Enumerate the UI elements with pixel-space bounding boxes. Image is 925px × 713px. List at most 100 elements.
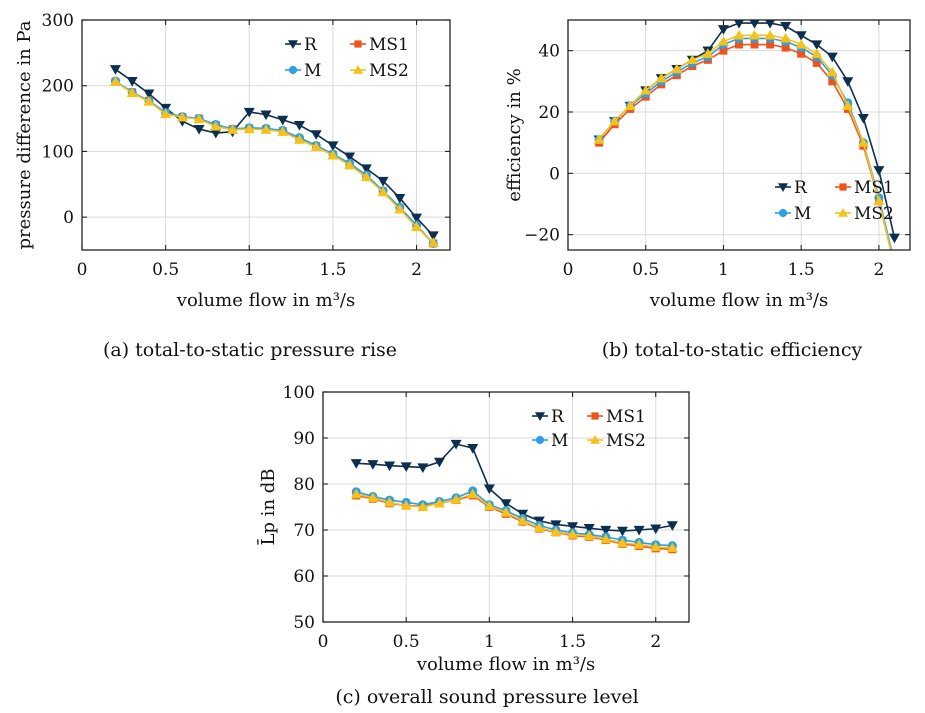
data-point-MS2 xyxy=(377,186,389,197)
data-point-R xyxy=(293,121,305,131)
data-point-MS2 xyxy=(277,126,289,136)
y-tick-label: 20 xyxy=(538,103,560,123)
plot-area xyxy=(350,439,678,554)
data-point-R xyxy=(310,130,322,140)
series-line-R xyxy=(114,68,434,237)
legend-marker-MS2 xyxy=(353,65,363,74)
data-point-MS2 xyxy=(624,100,636,110)
data-point-MS2 xyxy=(467,488,479,499)
x-tick-label: 0.5 xyxy=(393,632,420,652)
series-line-M xyxy=(598,37,893,250)
data-point-MS1 xyxy=(828,77,837,86)
x-tick-label: 1 xyxy=(484,632,495,652)
data-point-R xyxy=(550,520,562,530)
data-point-R xyxy=(483,484,495,495)
legend-marker-M xyxy=(288,65,298,75)
data-point-MS1 xyxy=(735,40,743,49)
plot-area xyxy=(109,65,439,248)
y-tick-label: 50 xyxy=(293,613,315,633)
data-point-MS1 xyxy=(719,46,728,55)
data-point-MS1 xyxy=(797,49,806,58)
data-point-R xyxy=(143,89,155,100)
legend-marker-M xyxy=(778,208,788,218)
y-axis-label: L̄p in dB xyxy=(256,468,279,545)
data-point-MS2 xyxy=(344,159,356,170)
y-tick-label: 0 xyxy=(63,208,74,228)
x-tick-label: 0 xyxy=(318,632,329,652)
data-point-R xyxy=(193,124,205,135)
data-point-R xyxy=(243,107,255,118)
data-point-MS2 xyxy=(411,221,423,232)
data-point-MS2 xyxy=(367,492,379,502)
data-point-R xyxy=(765,20,775,29)
x-tick-label: 1.5 xyxy=(559,632,586,652)
data-point-MS2 xyxy=(176,111,188,122)
data-point-MS1 xyxy=(781,43,790,52)
data-point-MS2 xyxy=(873,195,885,206)
x-tick-label: 1 xyxy=(718,260,729,280)
data-point-R xyxy=(377,176,389,187)
data-point-R xyxy=(666,521,678,531)
data-point-R xyxy=(384,461,396,472)
data-point-R xyxy=(411,213,423,224)
data-point-R xyxy=(327,141,339,152)
panel-caption: (a) total-to-static pressure rise xyxy=(103,339,397,361)
legend: R MS1 M MS2 xyxy=(775,178,894,224)
data-point-MS2 xyxy=(567,529,579,539)
y-axis-label: efficiency in % xyxy=(504,68,525,201)
data-point-MS1 xyxy=(750,40,759,49)
data-point-R xyxy=(260,110,272,121)
data-point-MS2 xyxy=(811,48,823,58)
data-point-R xyxy=(795,31,807,41)
data-point-R xyxy=(583,524,595,534)
data-point-MS2 xyxy=(417,501,429,512)
data-point-R xyxy=(633,525,645,536)
legend-marker-MS2 xyxy=(838,208,848,217)
x-axis-label: volume flow in m³/s xyxy=(416,654,595,675)
plot-area xyxy=(593,20,900,250)
legend-marker-R xyxy=(535,412,545,421)
data-point-R xyxy=(394,193,406,204)
x-tick-label: 0.5 xyxy=(152,260,179,280)
legend-label-MS2: MS2 xyxy=(606,431,646,451)
data-point-MS2 xyxy=(327,149,339,160)
data-point-R xyxy=(126,76,138,87)
data-point-MS2 xyxy=(609,115,621,126)
data-point-R xyxy=(734,20,744,29)
plot-frame xyxy=(81,19,451,251)
legend-marker-M xyxy=(535,435,545,445)
y-tick-label: 100 xyxy=(42,142,74,162)
data-point-MS2 xyxy=(109,76,121,86)
y-axis-label: pressure difference in Pa xyxy=(14,20,35,249)
x-tick-label: 2 xyxy=(411,260,422,280)
chart-panel-c: 0 0.5 1 1.5 2 50 60 70 80 90 100 volume flow in m³/… xyxy=(256,383,690,708)
y-tick-label: 70 xyxy=(293,521,315,541)
plot-frame xyxy=(567,19,911,251)
data-point-R xyxy=(567,522,579,532)
data-point-MS2 xyxy=(394,203,406,214)
panel-caption: (b) total-to-static efficiency xyxy=(602,339,863,361)
data-point-MS2 xyxy=(655,72,667,83)
data-point-MS2 xyxy=(260,124,272,134)
data-point-R xyxy=(277,115,289,126)
legend-label-MS2: MS2 xyxy=(854,204,894,224)
data-point-MS2 xyxy=(857,137,869,147)
data-point-R xyxy=(826,52,838,63)
data-point-MS1 xyxy=(766,40,775,49)
y-tick-label: 100 xyxy=(283,383,315,403)
data-point-MS2 xyxy=(384,496,396,507)
x-tick-label: 1 xyxy=(244,260,255,280)
data-point-MS2 xyxy=(160,108,172,119)
data-point-R xyxy=(600,525,612,536)
legend-label-MS1: MS1 xyxy=(854,178,894,198)
data-point-R xyxy=(780,22,792,32)
y-tick-label: 40 xyxy=(538,42,560,62)
data-point-R xyxy=(350,459,362,469)
data-point-MS2 xyxy=(616,537,628,548)
data-point-MS2 xyxy=(550,526,562,536)
data-point-MS2 xyxy=(686,54,698,64)
data-point-R xyxy=(433,457,445,468)
data-point-MS2 xyxy=(583,530,595,541)
